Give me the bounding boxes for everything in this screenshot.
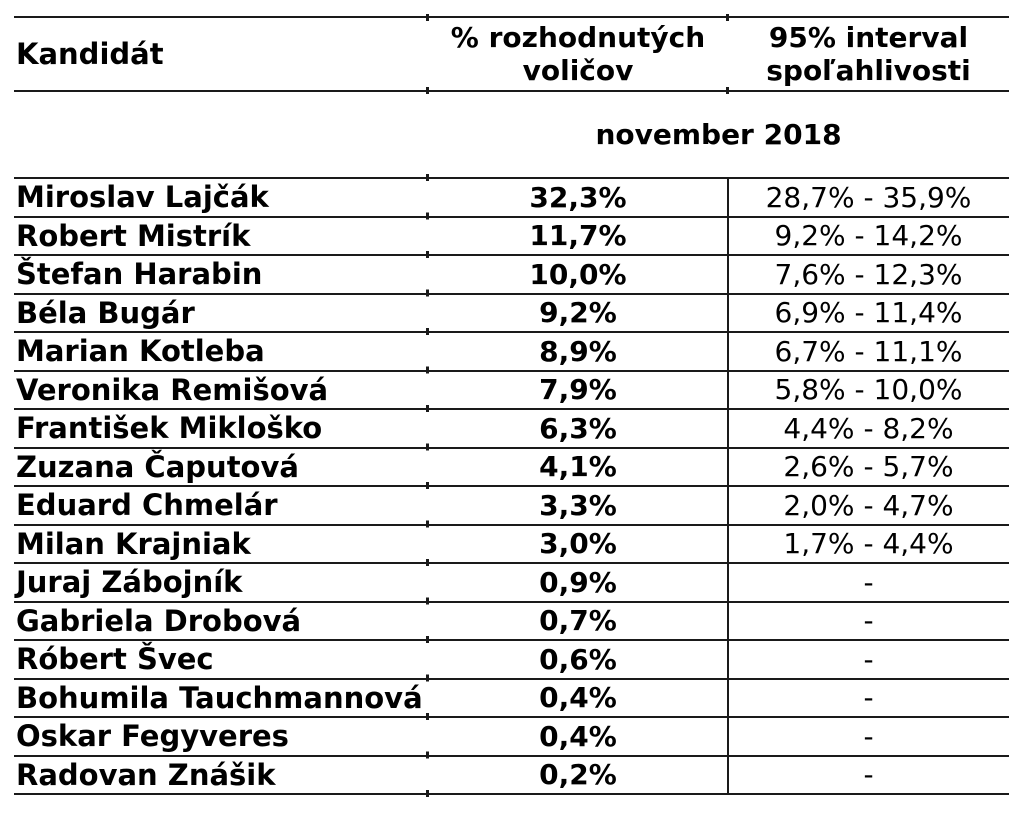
poll-results-table: Kandidát % rozhodnutých voličov 95% inte…: [14, 14, 1009, 797]
table-row: Bohumila Tauchmannová 0,4% -: [14, 677, 1009, 717]
percent-value: 0,4%: [539, 681, 617, 715]
candidate-name: Štefan Harabin: [16, 257, 263, 292]
table-body: Miroslav Lajčák 32,3% 28,7% - 35,9% Robe…: [14, 177, 1009, 795]
percent-value: 6,3%: [539, 411, 617, 445]
percent-value: 7,9%: [539, 373, 617, 407]
interval-value: 6,7% - 11,1%: [774, 334, 963, 368]
percent-value: 3,3%: [539, 488, 617, 522]
percent-value: 9,2%: [539, 296, 617, 330]
candidate-name: Miroslav Lajčák: [16, 180, 269, 215]
percent-value: 0,4%: [539, 719, 617, 753]
header-percent-decided-voters: % rozhodnutých voličov: [450, 20, 706, 87]
interval-value: 6,9% - 11,4%: [774, 296, 963, 330]
header-candidate: Kandidát: [16, 36, 164, 71]
gridline-tick: [726, 14, 729, 21]
candidate-name: Eduard Chmelár: [16, 488, 278, 523]
gridline-tick-marks: [426, 174, 429, 797]
interval-value: 4,4% - 8,2%: [783, 411, 954, 445]
table-row: Robert Mistrík 11,7% 9,2% - 14,2%: [14, 215, 1009, 255]
percent-value: 32,3%: [529, 180, 627, 214]
interval-value: 9,2% - 14,2%: [774, 219, 963, 253]
table-row: Oskar Fegyveres 0,4% -: [14, 716, 1009, 755]
interval-value: 28,7% - 35,9%: [765, 180, 972, 214]
interval-value: -: [863, 565, 874, 599]
period-label: november 2018: [595, 118, 842, 151]
candidate-name: Milan Krajniak: [16, 526, 251, 561]
interval-value: -: [863, 642, 874, 676]
table-row: Milan Krajniak 3,0% 1,7% - 4,4%: [14, 523, 1009, 563]
candidate-name: Bohumila Tauchmannová: [16, 680, 423, 715]
candidate-name: Radovan Znášik: [16, 757, 276, 792]
interval-value: -: [863, 604, 874, 638]
percent-value: 0,2%: [539, 758, 617, 792]
interval-value: -: [863, 758, 874, 792]
interval-value: 1,7% - 4,4%: [783, 527, 954, 561]
percent-value: 4,1%: [539, 450, 617, 484]
table-row: Juraj Zábojník 0,9% -: [14, 562, 1009, 601]
gridline-tick: [426, 87, 429, 94]
gridline-tick: [426, 14, 429, 21]
table-row: Zuzana Čaputová 4,1% 2,6% - 5,7%: [14, 446, 1009, 486]
percent-value: 8,9%: [539, 334, 617, 368]
candidate-name: Róbert Švec: [16, 642, 214, 677]
table-row: Miroslav Lajčák 32,3% 28,7% - 35,9%: [14, 177, 1009, 216]
header-confidence-interval: 95% interval spoľahlivosti: [766, 20, 971, 87]
table-row: Eduard Chmelár 3,3% 2,0% - 4,7%: [14, 485, 1009, 524]
candidate-name: Zuzana Čaputová: [16, 449, 299, 484]
table-row: Béla Bugár 9,2% 6,9% - 11,4%: [14, 292, 1009, 332]
candidate-name: Béla Bugár: [16, 295, 195, 330]
percent-value: 10,0%: [529, 257, 627, 291]
gridline-tick: [726, 87, 729, 94]
candidate-name: Marian Kotleba: [16, 334, 265, 369]
interval-value: 2,6% - 5,7%: [783, 450, 954, 484]
column-separator-line: [727, 177, 729, 795]
table-row: Marian Kotleba 8,9% 6,7% - 11,1%: [14, 331, 1009, 370]
table-row: Veronika Remišová 7,9% 5,8% - 10,0%: [14, 369, 1009, 409]
percent-value: 0,9%: [539, 565, 617, 599]
interval-value: 5,8% - 10,0%: [774, 373, 963, 407]
table-row: František Mikloško 6,3% 4,4% - 8,2%: [14, 408, 1009, 447]
table-row: Radovan Znášik 0,2% -: [14, 754, 1009, 794]
interval-value: 2,0% - 4,7%: [783, 488, 954, 522]
table-row: Róbert Švec 0,6% -: [14, 639, 1009, 678]
candidate-name: Gabriela Drobová: [16, 603, 302, 638]
candidate-name: František Mikloško: [16, 411, 323, 446]
percent-value: 0,6%: [539, 642, 617, 676]
candidate-name: Oskar Fegyveres: [16, 719, 289, 754]
interval-value: 7,6% - 12,3%: [774, 257, 963, 291]
interval-value: -: [863, 719, 874, 753]
table-row: Gabriela Drobová 0,7% -: [14, 600, 1009, 640]
percent-value: 0,7%: [539, 604, 617, 638]
table-header-row: Kandidát % rozhodnutých voličov 95% inte…: [14, 16, 1009, 92]
candidate-name: Veronika Remišová: [16, 372, 329, 407]
table-row: Štefan Harabin 10,0% 7,6% - 12,3%: [14, 254, 1009, 293]
candidate-name: Robert Mistrík: [16, 218, 251, 253]
period-band: november 2018: [14, 92, 1009, 177]
interval-value: -: [863, 681, 874, 715]
candidate-name: Juraj Zábojník: [16, 565, 243, 600]
percent-value: 3,0%: [539, 527, 617, 561]
percent-value: 11,7%: [529, 219, 627, 253]
